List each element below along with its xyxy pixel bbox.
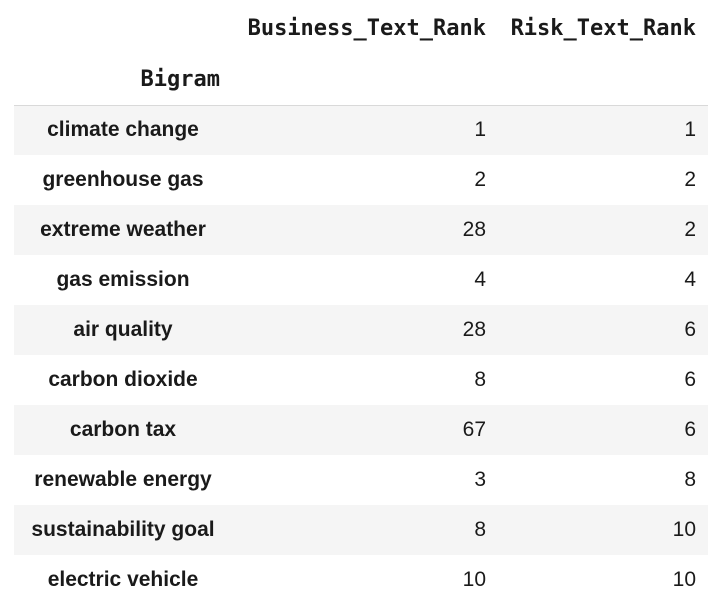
cell-business-text-rank: 4	[474, 268, 486, 291]
cell-business-text-rank: 8	[474, 368, 486, 391]
table-row: sustainability goal 8 10	[14, 505, 708, 555]
table-row: air quality 28 6	[14, 305, 708, 355]
index-row-blank-cell	[232, 55, 498, 106]
row-label-bigram: climate change	[47, 118, 199, 142]
table-row: carbon dioxide 8 6	[14, 355, 708, 405]
table-row: carbon tax 67 6	[14, 405, 708, 455]
cell-risk-text-rank: 10	[672, 518, 696, 541]
index-name-row: Bigram	[14, 55, 708, 106]
cell-risk-text-rank: 6	[684, 418, 696, 441]
cell-business-text-rank: 28	[462, 318, 486, 341]
index-row-blank-cell	[498, 55, 708, 106]
row-label-bigram: extreme weather	[40, 218, 206, 241]
table-row: gas emission 4 4	[14, 255, 708, 305]
cell-business-text-rank: 1	[474, 118, 486, 142]
column-header-risk-text-rank: Risk_Text_Rank	[510, 16, 696, 41]
cell-business-text-rank: 3	[474, 468, 486, 491]
cell-risk-text-rank: 4	[684, 268, 696, 291]
table-row: climate change 1 1	[14, 105, 708, 155]
row-label-bigram: air quality	[73, 318, 173, 341]
row-label-bigram: carbon tax	[69, 418, 177, 441]
cell-risk-text-rank: 8	[684, 468, 696, 491]
header-blank-cell	[14, 2, 232, 55]
cell-risk-text-rank: 2	[684, 168, 696, 191]
cell-risk-text-rank: 2	[684, 218, 696, 241]
table-row: extreme weather 28 2	[14, 205, 708, 255]
cell-risk-text-rank: 6	[684, 318, 696, 341]
row-label-bigram: sustainability goal	[31, 518, 215, 541]
row-label-bigram: gas emission	[56, 268, 190, 291]
row-label-bigram: carbon dioxide	[48, 368, 198, 391]
cell-business-text-rank: 10	[462, 568, 486, 591]
table-row: greenhouse gas 2 2	[14, 155, 708, 205]
table-body: climate change 1 1 greenhouse gas 2 2 extreme …	[14, 105, 708, 605]
cell-business-text-rank: 67	[462, 418, 486, 441]
cell-business-text-rank: 8	[474, 518, 486, 541]
bigram-rank-table: Business_Text_Rank Risk_Text_Rank Bigram…	[14, 2, 708, 605]
cell-risk-text-rank: 10	[672, 568, 696, 591]
index-name-bigram: Bigram	[14, 55, 232, 106]
row-label-bigram: greenhouse gas	[42, 168, 204, 191]
cell-risk-text-rank: 6	[684, 368, 696, 391]
row-label-bigram: electric vehicle	[47, 568, 199, 591]
cell-risk-text-rank: 1	[684, 118, 696, 142]
column-header-row: Business_Text_Rank Risk_Text_Rank	[14, 2, 708, 55]
column-header-business-text-rank: Business_Text_Rank	[247, 16, 486, 41]
cell-business-text-rank: 28	[462, 218, 486, 241]
row-label-bigram: renewable energy	[34, 468, 212, 491]
table-row: electric vehicle 10 10	[14, 555, 708, 605]
table-row: renewable energy 3 8	[14, 455, 708, 505]
cell-business-text-rank: 2	[474, 168, 486, 191]
